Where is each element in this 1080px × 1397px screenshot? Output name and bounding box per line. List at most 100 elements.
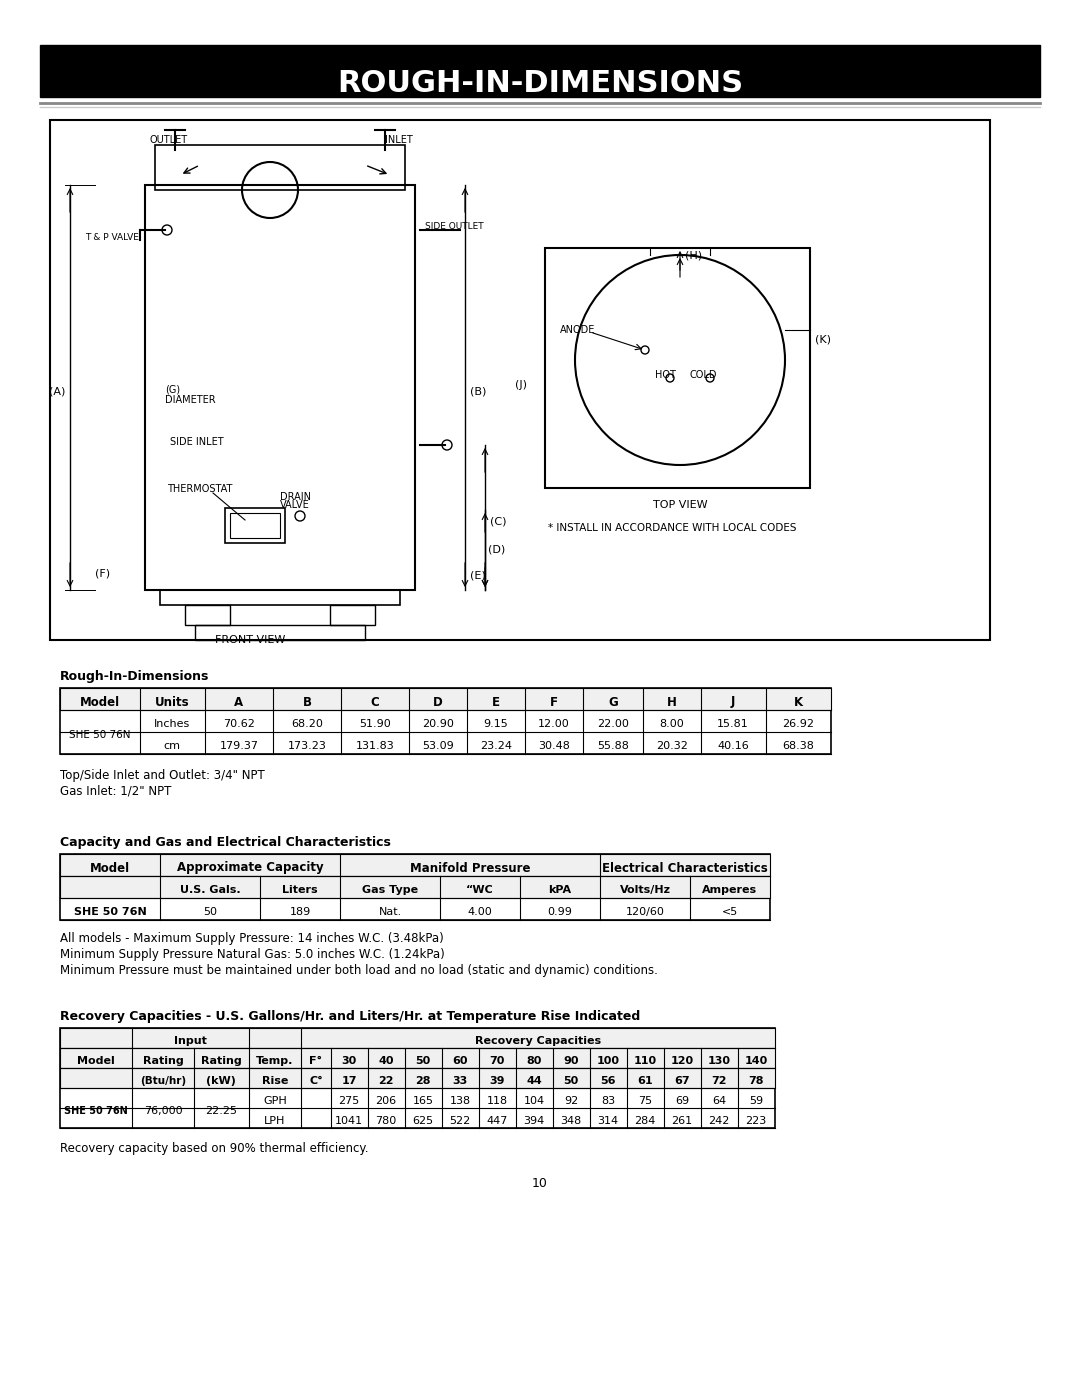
Text: (kW): (kW) xyxy=(206,1076,235,1085)
Text: Model: Model xyxy=(80,696,120,708)
Text: 9.15: 9.15 xyxy=(484,719,509,729)
Bar xyxy=(50,120,990,640)
Text: LPH: LPH xyxy=(265,1116,286,1126)
Text: Model: Model xyxy=(77,1056,114,1066)
Text: 275: 275 xyxy=(338,1097,360,1106)
Text: 179.37: 179.37 xyxy=(219,740,258,752)
Text: (G): (G) xyxy=(165,386,180,395)
Text: 284: 284 xyxy=(634,1116,656,1126)
Text: 110: 110 xyxy=(634,1056,657,1066)
Text: 50: 50 xyxy=(203,907,217,916)
Text: T & P VALVE: T & P VALVE xyxy=(85,233,139,242)
Text: Rating: Rating xyxy=(201,1056,241,1066)
Text: (C): (C) xyxy=(490,517,507,527)
Text: <5: <5 xyxy=(721,907,738,916)
Text: 50: 50 xyxy=(416,1056,431,1066)
Text: (J): (J) xyxy=(515,380,527,390)
Text: A: A xyxy=(234,696,244,708)
Text: Recovery Capacities - U.S. Gallons/Hr. and Liters/Hr. at Temperature Rise Indica: Recovery Capacities - U.S. Gallons/Hr. a… xyxy=(60,1010,640,1023)
Text: Amperes: Amperes xyxy=(702,886,757,895)
Text: cm: cm xyxy=(163,740,180,752)
Text: (A): (A) xyxy=(49,387,65,397)
Text: 44: 44 xyxy=(526,1076,542,1085)
Text: 12.00: 12.00 xyxy=(538,719,570,729)
Bar xyxy=(60,687,831,754)
Text: 61: 61 xyxy=(637,1076,652,1085)
Text: 70: 70 xyxy=(489,1056,504,1066)
Text: 173.23: 173.23 xyxy=(287,740,326,752)
Bar xyxy=(60,1028,775,1048)
Text: SHE 50 76N: SHE 50 76N xyxy=(64,1106,127,1116)
Text: (H): (H) xyxy=(685,251,702,261)
Text: 80: 80 xyxy=(526,1056,542,1066)
Text: 39: 39 xyxy=(489,1076,504,1085)
Bar xyxy=(230,513,280,538)
Text: 189: 189 xyxy=(289,907,311,916)
Text: 22.00: 22.00 xyxy=(597,719,629,729)
Text: (D): (D) xyxy=(488,545,505,555)
Text: COLD: COLD xyxy=(690,370,717,380)
Text: 131.83: 131.83 xyxy=(355,740,394,752)
Text: 51.90: 51.90 xyxy=(360,719,391,729)
Text: 118: 118 xyxy=(486,1097,508,1106)
Text: 17: 17 xyxy=(341,1076,356,1085)
Text: ROUGH-IN-DIMENSIONS: ROUGH-IN-DIMENSIONS xyxy=(337,68,743,98)
Text: kPA: kPA xyxy=(549,886,571,895)
Text: D: D xyxy=(433,696,443,708)
Text: TOP VIEW: TOP VIEW xyxy=(652,500,707,510)
Text: 22.25: 22.25 xyxy=(205,1106,237,1116)
Text: 30.48: 30.48 xyxy=(538,740,570,752)
Text: 138: 138 xyxy=(449,1097,471,1106)
Text: Gas Type: Gas Type xyxy=(362,886,418,895)
Text: 50: 50 xyxy=(564,1076,579,1085)
Text: Rise: Rise xyxy=(261,1076,288,1085)
Text: 120/60: 120/60 xyxy=(625,907,664,916)
Text: OUTLET: OUTLET xyxy=(150,136,188,145)
Bar xyxy=(60,854,770,876)
Text: 64: 64 xyxy=(712,1097,726,1106)
Text: E: E xyxy=(492,696,500,708)
Text: 53.09: 53.09 xyxy=(422,740,454,752)
Text: 30: 30 xyxy=(341,1056,356,1066)
Text: 68.38: 68.38 xyxy=(782,740,814,752)
Text: 223: 223 xyxy=(745,1116,767,1126)
Text: Volts/Hz: Volts/Hz xyxy=(620,886,671,895)
Text: * INSTALL IN ACCORDANCE WITH LOCAL CODES: * INSTALL IN ACCORDANCE WITH LOCAL CODES xyxy=(548,522,797,534)
Text: Electrical Characteristics: Electrical Characteristics xyxy=(603,862,768,875)
Text: Temp.: Temp. xyxy=(256,1056,294,1066)
Bar xyxy=(145,184,415,590)
Text: 394: 394 xyxy=(524,1116,544,1126)
Bar xyxy=(160,590,400,605)
Text: (Btu/hr): (Btu/hr) xyxy=(140,1076,186,1085)
Text: (K): (K) xyxy=(815,335,831,345)
Text: 33: 33 xyxy=(453,1076,468,1085)
Text: J: J xyxy=(731,696,735,708)
Text: SIDE INLET: SIDE INLET xyxy=(170,437,224,447)
Text: SHE 50 76N: SHE 50 76N xyxy=(69,731,131,740)
Text: 20.90: 20.90 xyxy=(422,719,454,729)
Text: 78: 78 xyxy=(748,1076,764,1085)
Text: 165: 165 xyxy=(413,1097,433,1106)
Text: SIDE OUTLET: SIDE OUTLET xyxy=(426,222,484,231)
Bar xyxy=(156,145,405,190)
Text: 314: 314 xyxy=(597,1116,619,1126)
Text: 90: 90 xyxy=(564,1056,579,1066)
Text: Approximate Capacity: Approximate Capacity xyxy=(177,862,323,875)
Text: Units: Units xyxy=(154,696,189,708)
Text: 261: 261 xyxy=(672,1116,692,1126)
Text: DRAIN: DRAIN xyxy=(280,492,311,502)
Text: 76,000: 76,000 xyxy=(144,1106,183,1116)
Text: 8.00: 8.00 xyxy=(660,719,685,729)
Text: F°: F° xyxy=(310,1056,323,1066)
Text: 26.92: 26.92 xyxy=(782,719,814,729)
Text: Rating: Rating xyxy=(143,1056,184,1066)
Bar xyxy=(60,1067,775,1088)
Text: K: K xyxy=(794,696,802,708)
Text: VALVE: VALVE xyxy=(280,500,310,510)
Text: 23.24: 23.24 xyxy=(480,740,512,752)
Text: B: B xyxy=(302,696,311,708)
Text: C: C xyxy=(370,696,379,708)
Bar xyxy=(545,249,810,488)
Text: 75: 75 xyxy=(638,1097,652,1106)
Text: Liters: Liters xyxy=(282,886,318,895)
